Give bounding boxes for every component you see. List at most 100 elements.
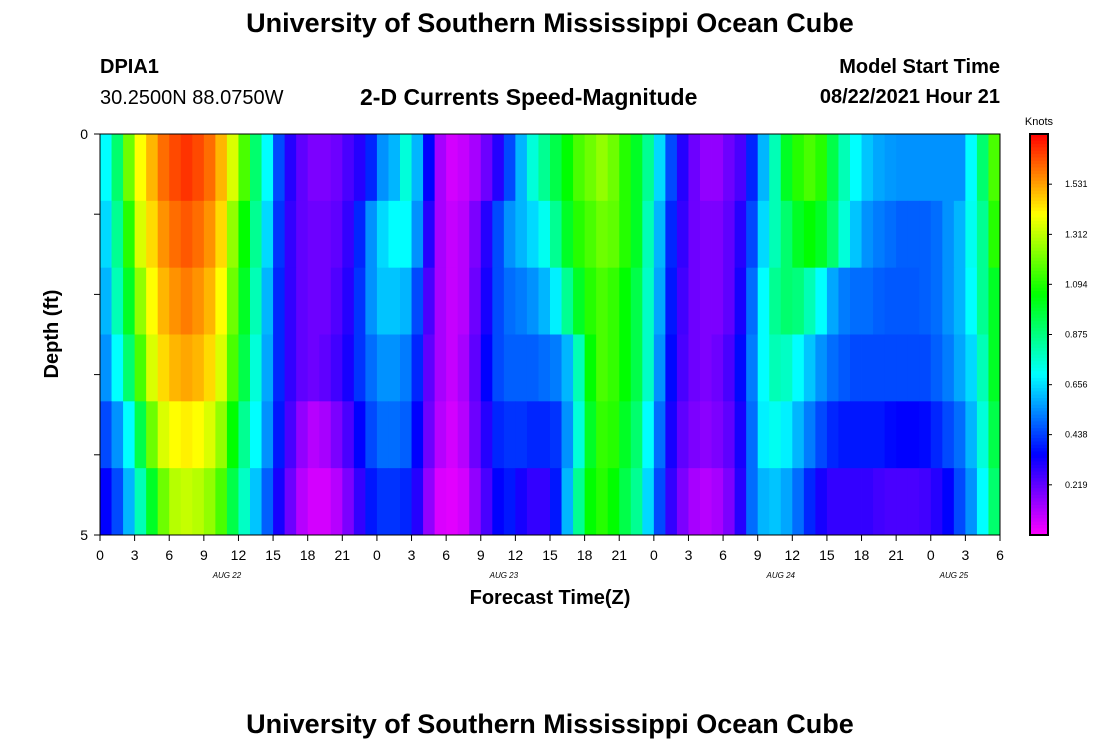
heatmap-cell [850,200,862,269]
heatmap-cell [803,468,816,536]
heatmap-cell [584,134,597,202]
y-tick-label: 5 [80,527,88,543]
heatmap-cell [515,468,528,536]
colorbar-tick-label: 0.219 [1065,480,1088,490]
heatmap-cell [353,200,366,269]
heatmap-cell [780,334,793,402]
heatmap-cell [123,468,136,536]
colorbar-segment [1030,448,1048,452]
heatmap-cell [538,468,551,536]
heatmap-cell [780,468,793,536]
colorbar-segment [1030,371,1048,376]
heatmap-cell [734,200,747,269]
heatmap-cell [896,200,909,269]
heatmap-cell [157,134,170,202]
colorbar-segment [1030,274,1048,279]
heatmap-cell [792,200,805,269]
heatmap-cell [434,134,447,202]
heatmap-cell [688,468,701,536]
heatmap-cell [469,134,482,202]
heatmap-cell [723,200,736,269]
heatmap-cell [596,334,609,402]
heatmap-cell [307,134,320,202]
heatmap-cell [238,468,251,536]
heatmap-cell [584,267,597,335]
heatmap-cell [700,200,712,269]
heatmap-cell [573,267,586,335]
heatmap-cell [192,134,205,202]
heatmap-cell [746,468,759,536]
heatmap-cell [988,401,1001,469]
colorbar-segment [1030,314,1048,319]
colorbar-segment [1030,184,1048,188]
colorbar-segment [1030,444,1048,449]
heatmap-cell [238,267,251,335]
heatmap-cell [238,200,251,269]
heatmap-cell [780,200,793,269]
colorbar-segment [1030,331,1048,335]
heatmap-cell [711,334,724,402]
colorbar-segment [1030,157,1048,162]
heatmap-cell [526,134,539,202]
colorbar-segment [1030,418,1048,422]
heatmap-cell [896,401,909,469]
x-axis: 0 3 6 9 12 15 18 21 0 3 6 9 12 15 18 21 0 3 6 9 12 15 18 21 0 3 6 A… [96,535,1004,580]
heatmap-cell [446,267,459,335]
heatmap-cell [388,134,401,202]
heatmap-cell [319,200,332,269]
heatmap-cell [261,468,274,536]
heatmap-cell [457,468,470,536]
x-tick-label: 21 [611,547,627,563]
heatmap-cell [653,267,666,335]
heatmap-cell [596,468,609,536]
colorbar-segment [1030,381,1048,386]
heatmap-cell [538,334,551,402]
colorbar-segment [1030,461,1048,466]
heatmap-cell [930,134,943,202]
heatmap-cell [896,267,909,335]
heatmap-cell [965,200,978,269]
chart-subtitle: 2-D Currents Speed-Magnitude [360,84,698,110]
heatmap-cell [757,334,770,402]
heatmap-cell [573,401,586,469]
heatmap-cell [296,200,309,269]
heatmap-cell [111,267,124,335]
heatmap-cell [711,267,724,335]
heatmap-cell [434,401,447,469]
heatmap-cell [838,267,851,335]
heatmap-cell [146,200,159,269]
heatmap-cell [665,267,678,335]
station-coordinates: 30.2500N 88.0750W [100,87,284,109]
heatmap-cell [653,334,666,402]
colorbar-tick-label: 1.094 [1065,279,1088,289]
colorbar-segment [1030,361,1048,366]
heatmap-cell [653,200,666,269]
colorbar-segment [1030,454,1048,459]
x-tick-label: 18 [300,547,316,563]
heatmap-cell [503,267,516,335]
heatmap-cell [238,134,251,202]
heatmap-cell [446,334,459,402]
heatmap-cell [803,267,816,335]
heatmap-cell [907,334,920,402]
x-tick-label: 9 [754,547,762,563]
heatmap-cell [826,401,839,469]
heatmap-cell [100,468,112,536]
colorbar-segment [1030,434,1048,439]
colorbar-segment [1030,521,1048,526]
heatmap-cell [446,401,459,469]
heatmap-cell [261,200,274,269]
heatmap-cell [203,334,216,402]
x-tick-label: 12 [231,547,247,563]
heatmap-cell [353,401,366,469]
heatmap-cell [734,334,747,402]
colorbar-tick-label: 1.531 [1065,179,1088,189]
heatmap-cell [411,200,424,269]
heatmap-cell [469,267,482,335]
heatmap-cell [988,267,1001,335]
colorbar-segment [1030,494,1048,499]
heatmap-cell [746,267,759,335]
colorbar-segment [1030,224,1048,229]
heatmap-cell [100,267,112,335]
heatmap-cell [596,267,609,335]
